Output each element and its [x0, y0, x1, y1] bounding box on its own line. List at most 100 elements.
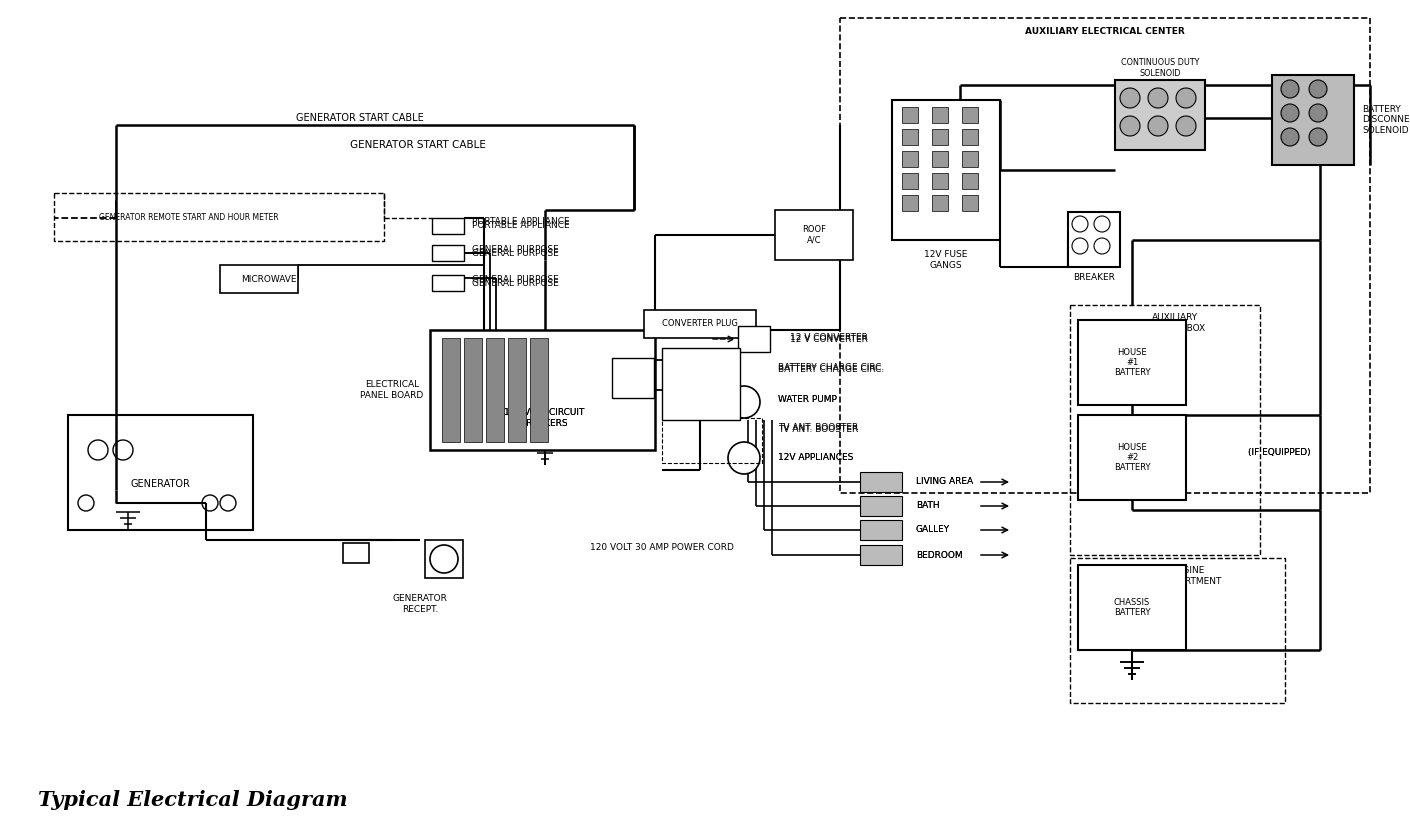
Bar — [68, 415, 252, 530]
Text: 12V APPLIANCES: 12V APPLIANCES — [778, 454, 853, 463]
Text: J: J — [355, 549, 357, 558]
Bar — [860, 545, 902, 565]
Circle shape — [876, 549, 888, 561]
Bar — [962, 173, 979, 189]
Bar — [1272, 75, 1354, 165]
Circle shape — [728, 386, 760, 418]
Circle shape — [863, 549, 876, 561]
Circle shape — [863, 476, 876, 488]
Bar — [508, 338, 526, 442]
Text: WATER PUMP: WATER PUMP — [778, 395, 838, 404]
Text: BEDROOM: BEDROOM — [916, 550, 963, 559]
Bar — [902, 129, 918, 145]
Text: TV ANT. BOOSTER: TV ANT. BOOSTER — [778, 426, 859, 435]
Bar — [1070, 305, 1261, 555]
Bar — [431, 275, 464, 291]
Circle shape — [863, 500, 876, 512]
Text: PORTABLE APPLIANCE: PORTABLE APPLIANCE — [472, 218, 570, 227]
Circle shape — [863, 524, 876, 536]
Bar — [962, 129, 979, 145]
Text: AUXILIARY ELECTRICAL CENTER: AUXILIARY ELECTRICAL CENTER — [1025, 27, 1184, 36]
Text: TV ANT. BOOSTER: TV ANT. BOOSTER — [778, 423, 859, 432]
Bar — [1070, 558, 1285, 703]
Circle shape — [1148, 88, 1167, 108]
Text: 12 V CONVERTER: 12 V CONVERTER — [790, 333, 869, 342]
Bar — [343, 543, 369, 563]
Text: GENERATOR
RECEPT.: GENERATOR RECEPT. — [392, 594, 447, 614]
Circle shape — [876, 524, 888, 536]
Bar — [776, 210, 853, 260]
Bar — [431, 245, 464, 261]
Bar — [1079, 565, 1186, 650]
Text: 12 V CONVERTER: 12 V CONVERTER — [790, 336, 869, 345]
Bar — [860, 496, 902, 516]
Bar — [902, 151, 918, 167]
Circle shape — [1308, 104, 1327, 122]
Text: BATH: BATH — [916, 502, 939, 511]
Bar — [431, 218, 464, 234]
Circle shape — [1148, 116, 1167, 136]
Bar — [612, 358, 654, 398]
Bar — [220, 265, 298, 293]
Bar — [902, 173, 918, 189]
Text: GENERATOR START CABLE: GENERATOR START CABLE — [350, 140, 486, 150]
Bar — [486, 338, 503, 442]
Circle shape — [1308, 80, 1327, 98]
Text: CONVERTER PLUG: CONVERTER PLUG — [663, 319, 737, 328]
Text: GENERAL PURPOSE: GENERAL PURPOSE — [472, 279, 558, 287]
Text: GENERATOR REMOTE START AND HOUR METER: GENERATOR REMOTE START AND HOUR METER — [99, 213, 279, 221]
Circle shape — [1308, 128, 1327, 146]
Bar — [663, 348, 740, 420]
Bar — [932, 129, 948, 145]
Bar — [737, 326, 770, 352]
Text: BATTERY
DISCONNECT
SOLENOID: BATTERY DISCONNECT SOLENOID — [1362, 105, 1410, 135]
Text: 120 VOLT CIRCUIT
BREAKERS: 120 VOLT CIRCUIT BREAKERS — [503, 408, 584, 427]
Bar — [1067, 212, 1120, 267]
Text: LIVING AREA: LIVING AREA — [916, 478, 973, 487]
Text: GENERATOR START CABLE: GENERATOR START CABLE — [296, 113, 424, 123]
Text: GENERAL PURPOSE: GENERAL PURPOSE — [472, 275, 558, 284]
Bar — [663, 418, 761, 463]
Text: GALLEY: GALLEY — [916, 526, 950, 535]
Text: AUXILIARY
BATTERY BOX: AUXILIARY BATTERY BOX — [1145, 314, 1206, 332]
Text: HOUSE
#1
BATTERY: HOUSE #1 BATTERY — [1114, 347, 1151, 377]
Bar — [464, 338, 482, 442]
Bar — [1079, 320, 1186, 405]
Circle shape — [1176, 116, 1196, 136]
Text: PORTABLE APPLIANCE: PORTABLE APPLIANCE — [472, 221, 570, 230]
Text: HOUSE
#2
BATTERY: HOUSE #2 BATTERY — [1114, 442, 1151, 473]
Bar — [530, 338, 548, 442]
Text: CONTINUOUS DUTY
SOLENOID: CONTINUOUS DUTY SOLENOID — [1121, 59, 1198, 78]
Bar — [902, 195, 918, 211]
Text: CHASSIS
BATTERY: CHASSIS BATTERY — [1114, 598, 1151, 617]
Bar — [932, 173, 948, 189]
Bar — [644, 310, 756, 338]
Circle shape — [1282, 128, 1299, 146]
Bar — [962, 151, 979, 167]
Text: 12V FUSE
GANGS: 12V FUSE GANGS — [925, 250, 967, 270]
Text: LIVING AREA: LIVING AREA — [916, 478, 973, 487]
Circle shape — [728, 442, 760, 474]
Bar — [441, 338, 460, 442]
Bar — [1079, 415, 1186, 500]
Text: GENERAL PURPOSE: GENERAL PURPOSE — [472, 244, 558, 253]
Text: MICROWAVE: MICROWAVE — [241, 275, 296, 284]
Bar — [932, 107, 948, 123]
Text: 120 VOLT CIRCUIT
BREAKERS: 120 VOLT CIRCUIT BREAKERS — [503, 408, 584, 427]
Text: WATER PUMP: WATER PUMP — [778, 395, 838, 404]
Circle shape — [1282, 104, 1299, 122]
Circle shape — [1120, 116, 1141, 136]
Bar — [424, 540, 462, 578]
Bar — [860, 472, 902, 492]
Circle shape — [876, 476, 888, 488]
Text: 120V
OUTLET: 120V OUTLET — [619, 371, 647, 384]
Bar — [893, 100, 1000, 240]
Bar — [54, 193, 384, 241]
Bar — [932, 195, 948, 211]
Text: 120 VOLT 30 AMP POWER CORD: 120 VOLT 30 AMP POWER CORD — [589, 544, 733, 553]
Text: 12 VOLT FUSES: 12 VOLT FUSES — [674, 357, 729, 363]
Text: BATTERY CHARGE CIRC.: BATTERY CHARGE CIRC. — [778, 365, 884, 375]
Text: (IF EQUIPPED): (IF EQUIPPED) — [1248, 447, 1311, 456]
Bar — [840, 18, 1371, 493]
Circle shape — [1282, 80, 1299, 98]
